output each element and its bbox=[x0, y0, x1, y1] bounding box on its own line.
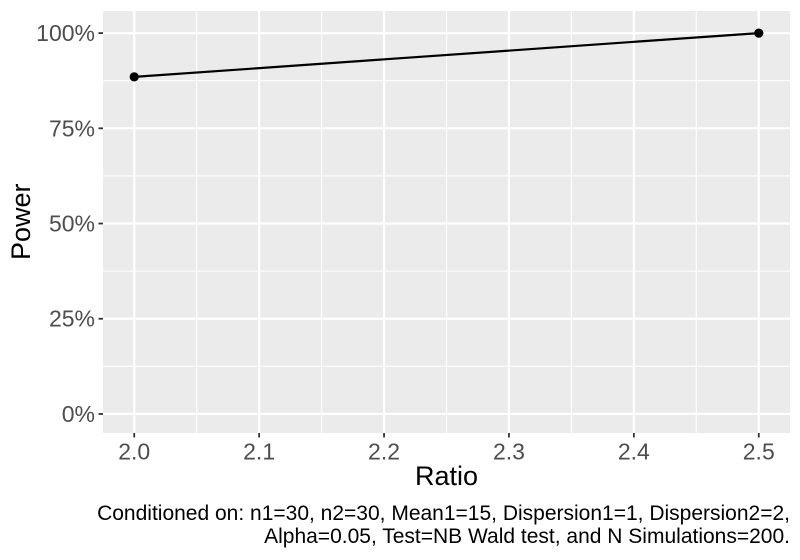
caption-line-2: Alpha=0.05, Test=NB Wald test, and N Sim… bbox=[264, 525, 790, 548]
x-axis-title: Ratio bbox=[414, 461, 479, 491]
data-point bbox=[754, 28, 764, 38]
y-tick-label: 50% bbox=[49, 211, 95, 237]
y-axis-title: Power bbox=[6, 183, 36, 261]
x-tick-label: 2.1 bbox=[243, 439, 275, 465]
x-tick-label: 2.0 bbox=[118, 439, 150, 465]
y-tick-label: 25% bbox=[49, 306, 95, 332]
x-tick-label: 2.5 bbox=[743, 439, 775, 465]
y-tick-label: 0% bbox=[62, 401, 95, 427]
x-tick-label: 2.2 bbox=[368, 439, 400, 465]
chart-caption: Conditioned on: n1=30, n2=30, Mean1=15, … bbox=[97, 502, 790, 548]
caption-line-1: Conditioned on: n1=30, n2=30, Mean1=15, … bbox=[97, 502, 790, 525]
x-tick-label: 2.4 bbox=[618, 439, 650, 465]
data-point bbox=[129, 72, 139, 82]
series-line bbox=[134, 31, 759, 78]
x-tick-label: 2.3 bbox=[493, 439, 525, 465]
y-tick-label: 100% bbox=[36, 20, 95, 46]
y-tick-label: 75% bbox=[49, 115, 95, 141]
